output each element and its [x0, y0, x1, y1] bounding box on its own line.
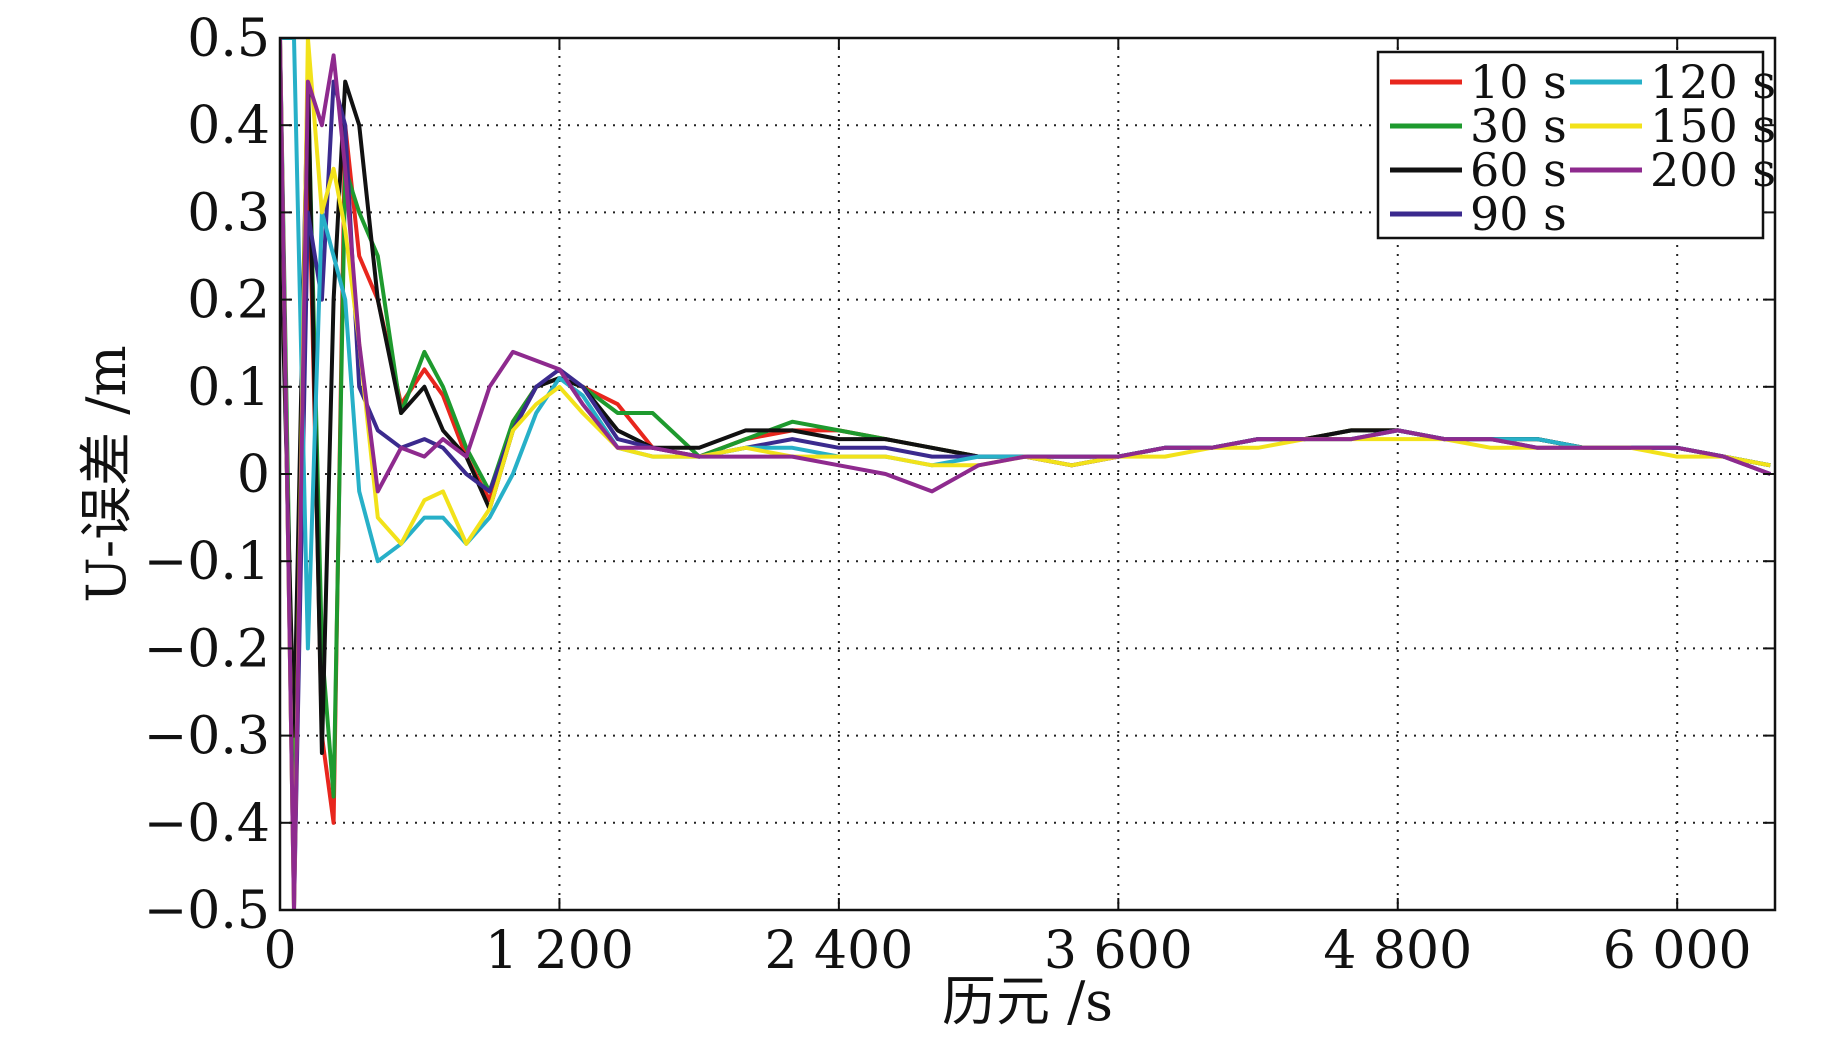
x-tick-label: 3 600 [1044, 921, 1193, 981]
x-tick-label: 0 [263, 921, 296, 981]
y-tick-label: 0.1 [187, 358, 270, 418]
y-axis-label: U-误差 /m [75, 345, 138, 602]
y-tick-label: 0 [237, 445, 270, 505]
y-tick-label: 0.2 [187, 271, 270, 331]
legend-entry-label: 10 s [1470, 55, 1567, 109]
x-tick-label: 2 400 [764, 921, 913, 981]
y-axis-ticks: −0.5 −0.4 −0.3 −0.2 −0.1 0 0.1 0.2 0.3 0.4 0.5 [144, 9, 1775, 941]
y-tick-label: −0.4 [144, 794, 270, 854]
series-line-200s [280, 38, 1772, 910]
legend-entry-label: 60 s [1470, 143, 1567, 197]
y-tick-label: −0.2 [144, 619, 270, 679]
series-group [280, 38, 1772, 910]
series-lines [280, 38, 1772, 910]
y-tick-label: −0.3 [144, 707, 270, 767]
y-tick-label: −0.1 [144, 532, 270, 592]
legend-entry-label: 120 s [1650, 55, 1776, 109]
x-tick-label: 6 000 [1603, 921, 1752, 981]
x-axis-label: 历元 /s [942, 970, 1113, 1033]
y-tick-label: −0.5 [144, 881, 270, 941]
x-tick-label: 1 200 [485, 921, 634, 981]
legend-entry-label: 90 s [1470, 187, 1567, 241]
y-tick-label: 0.3 [187, 183, 270, 243]
y-tick-label: 0.5 [187, 9, 270, 69]
y-tick-label: 0.4 [187, 96, 270, 156]
x-axis-ticks: 0 1 200 2 400 3 600 4 800 6 000 [263, 38, 1752, 981]
x-tick-label: 4 800 [1323, 921, 1472, 981]
legend-entry-label: 200 s [1650, 143, 1776, 197]
legend-entry-label: 30 s [1470, 99, 1567, 153]
legend-entry-label: 150 s [1650, 99, 1776, 153]
